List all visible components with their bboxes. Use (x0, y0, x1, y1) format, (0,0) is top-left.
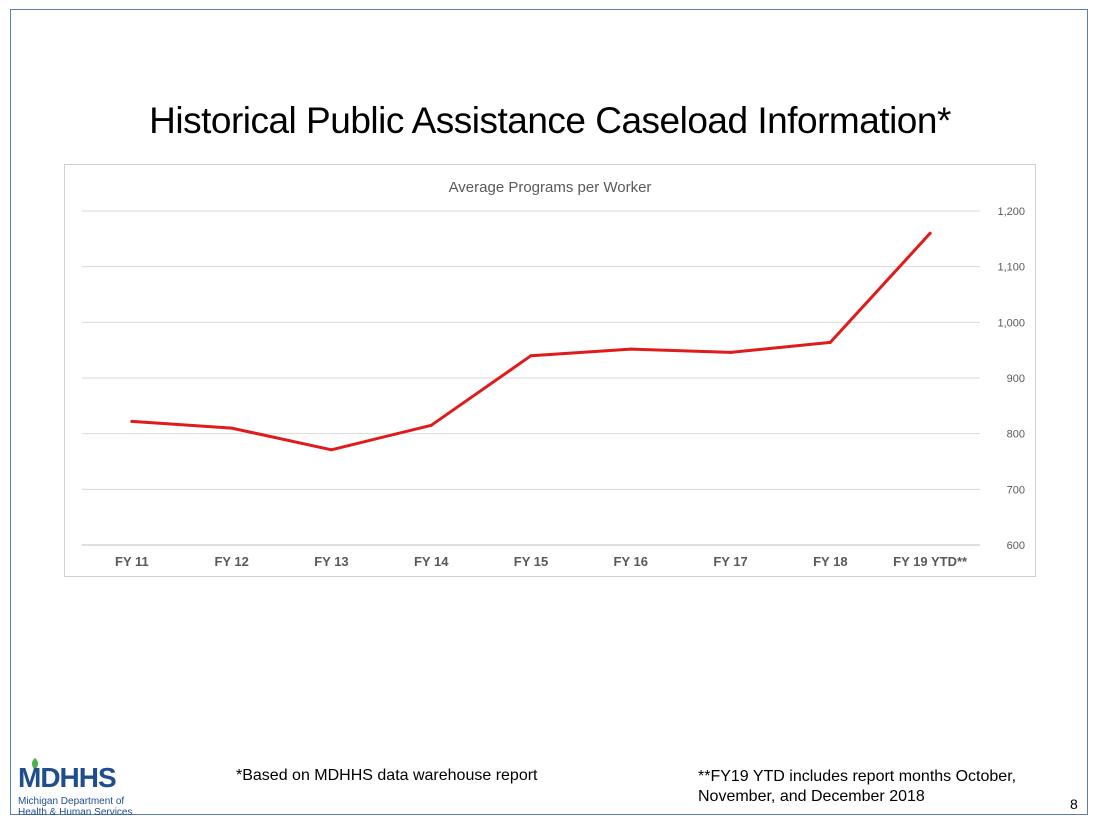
x-tick-label: FY 18 (813, 554, 847, 569)
data-point (729, 350, 733, 354)
x-tick-label: FY 16 (614, 554, 648, 569)
x-tick-label: FY 11 (115, 554, 149, 569)
x-tick-label: FY 13 (314, 554, 348, 569)
line-chart: Average Programs per Worker 600 700 800 900 1… (82, 179, 1025, 569)
data-point (230, 426, 234, 430)
y-tick-label: 1,000 (997, 317, 1025, 329)
y-tick-label: 700 (1007, 484, 1025, 496)
data-point (529, 354, 533, 358)
data-point (130, 419, 134, 423)
y-tick-label: 900 (1007, 373, 1025, 385)
data-point (928, 231, 932, 235)
page-number: 8 (1070, 796, 1078, 812)
x-tick-label: FY 12 (214, 554, 248, 569)
chart-title: Average Programs per Worker (449, 179, 652, 196)
logo-subtitle-line1: Michigan Department of (18, 796, 125, 807)
leaf-icon (32, 758, 38, 770)
data-point (629, 347, 633, 351)
slide-frame (10, 9, 1088, 815)
x-tick-label: FY 17 (713, 554, 747, 569)
data-point (828, 340, 832, 344)
footnote-fy19-note: **FY19 YTD includes report months Octobe… (698, 768, 1017, 805)
y-tick-label: 1,200 (997, 206, 1025, 218)
x-tick-label: FY 15 (514, 554, 548, 569)
slide-title: Historical Public Assistance Caseload In… (149, 100, 951, 141)
logo-wordmark: MDHHS (18, 762, 117, 793)
data-point (329, 448, 333, 452)
y-tick-label: 800 (1007, 429, 1025, 441)
x-tick-label: FY 14 (414, 554, 449, 569)
chart-container: Average Programs per Worker 600 700 800 900 1… (64, 164, 1036, 577)
mdhhs-logo: MDHHS Michigan Department of Health & Hu… (18, 758, 148, 818)
x-tick-label: FY 19 YTD** (893, 554, 968, 569)
y-tick-label: 1,100 (997, 262, 1025, 274)
y-tick-label: 600 (1007, 540, 1025, 552)
footnote-data-source: *Based on MDHHS data warehouse report (236, 767, 538, 784)
data-point (429, 423, 433, 427)
series-line (130, 231, 932, 452)
logo-subtitle-line2: Health & Human Services (18, 807, 133, 818)
